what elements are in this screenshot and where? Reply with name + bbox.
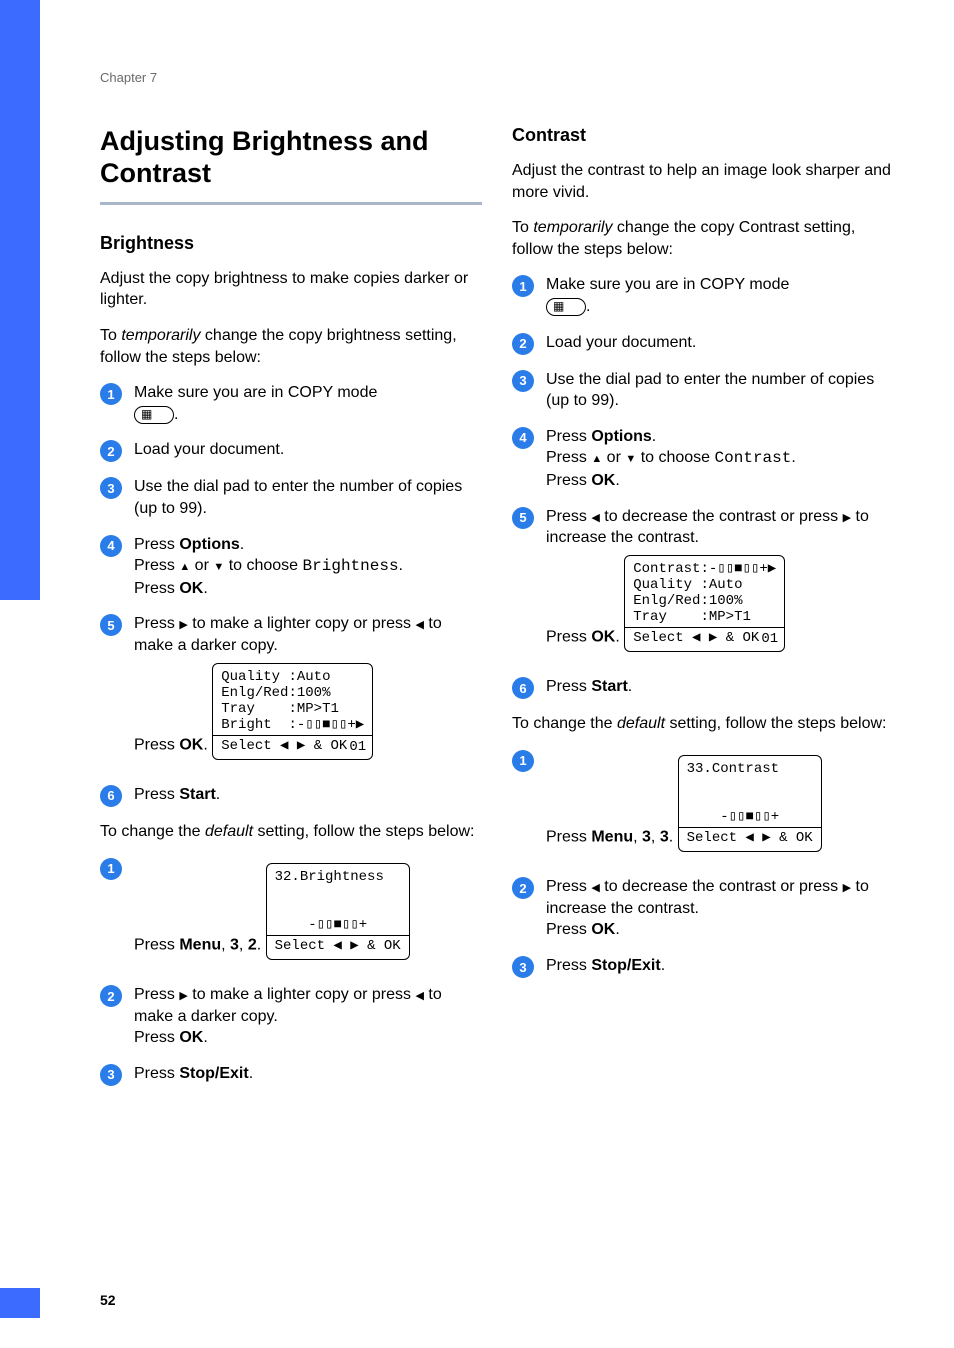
arrow-right-icon [843, 508, 851, 525]
arrow-left-icon [415, 615, 423, 632]
page-title: Adjusting Brightness and Contrast [100, 125, 482, 190]
right-column: Contrast Adjust the contrast to help an … [512, 125, 894, 1100]
arrow-left-icon [591, 508, 599, 525]
contrast-intro: Adjust the contrast to help an image loo… [512, 160, 894, 203]
title-rule [100, 202, 482, 205]
section-contrast: Contrast [512, 125, 894, 146]
side-tab [0, 0, 40, 600]
brightness-temp-step-6: 6 Press Start. [100, 784, 482, 807]
arrow-up-icon [179, 557, 190, 574]
brightness-temp-step-2: 2 Load your document. [100, 439, 482, 462]
brightness-default-step-2: 2 Press to make a lighter copy or press … [100, 984, 482, 1049]
section-brightness: Brightness [100, 233, 482, 254]
step-badge-3: 3 [512, 370, 534, 392]
contrast-temp-step-1: 1 Make sure you are in COPY mode . [512, 274, 894, 317]
contrast-temp-step-6: 6 Press Start. [512, 676, 894, 699]
two-column-layout: Adjusting Brightness and Contrast Bright… [100, 125, 894, 1100]
step-badge-2: 2 [512, 333, 534, 355]
step-badge-2: 2 [100, 440, 122, 462]
page-number: 52 [100, 1292, 116, 1308]
step-badge-5: 5 [100, 614, 122, 636]
brightness-temp-step-5: 5 Press to make a lighter copy or press … [100, 613, 482, 770]
contrast-default-step-1: 1 Press Menu, 3, 3. 33.Contrast -▯▯■▯▯+S… [512, 749, 894, 862]
contrast-temp-step-4: 4 Press Options. Press or to choose Cont… [512, 426, 894, 492]
arrow-down-icon [625, 449, 636, 466]
brightness-intro: Adjust the copy brightness to make copie… [100, 268, 482, 311]
brightness-temp-lead: To temporarily change the copy brightnes… [100, 325, 482, 368]
arrow-up-icon [591, 449, 602, 466]
step-badge-1: 1 [100, 383, 122, 405]
contrast-default-step-2: 2 Press to decrease the contrast or pres… [512, 876, 894, 941]
step-badge-1: 1 [512, 750, 534, 772]
lcd-brightness-default: 32.Brightness -▯▯■▯▯+Select ◀ ▶ & OK [266, 863, 410, 960]
arrow-right-icon [179, 615, 187, 632]
step-badge-3: 3 [100, 477, 122, 499]
lcd-brightness-temp: Quality :Auto Enlg/Red:100% Tray :MP>T1 … [212, 663, 373, 760]
brightness-default-step-1: 1 Press Menu, 3, 2. 32.Brightness -▯▯■▯▯… [100, 857, 482, 970]
arrow-right-icon [843, 878, 851, 895]
contrast-default-lead: To change the default setting, follow th… [512, 713, 894, 735]
left-column: Adjusting Brightness and Contrast Bright… [100, 125, 482, 1100]
contrast-temp-step-2: 2 Load your document. [512, 332, 894, 355]
brightness-temp-step-4: 4 Press Options. Press or to choose Brig… [100, 534, 482, 600]
side-tab-bottom [0, 1288, 40, 1318]
step-badge-3: 3 [100, 1064, 122, 1086]
arrow-down-icon [213, 557, 224, 574]
chapter-label: Chapter 7 [100, 70, 894, 85]
step-badge-4: 4 [100, 535, 122, 557]
lcd-contrast-default: 33.Contrast -▯▯■▯▯+Select ◀ ▶ & OK [678, 755, 822, 852]
page-body: Chapter 7 Adjusting Brightness and Contr… [0, 0, 954, 1140]
copy-mode-icon [134, 406, 174, 424]
step-badge-6: 6 [512, 677, 534, 699]
arrow-right-icon [179, 986, 187, 1003]
step-badge-1: 1 [100, 858, 122, 880]
lcd-contrast-temp: Contrast:-▯▯■▯▯+▶ Quality :Auto Enlg/Red… [624, 555, 785, 652]
brightness-default-lead: To change the default setting, follow th… [100, 821, 482, 843]
contrast-temp-step-3: 3 Use the dial pad to enter the number o… [512, 369, 894, 412]
step-badge-3: 3 [512, 956, 534, 978]
brightness-default-step-3: 3 Press Stop/Exit. [100, 1063, 482, 1086]
copy-mode-icon [546, 298, 586, 316]
contrast-temp-step-5: 5 Press to decrease the contrast or pres… [512, 506, 894, 663]
step-badge-4: 4 [512, 427, 534, 449]
brightness-temp-step-3: 3 Use the dial pad to enter the number o… [100, 476, 482, 519]
step-badge-5: 5 [512, 507, 534, 529]
step-badge-6: 6 [100, 785, 122, 807]
contrast-default-step-3: 3 Press Stop/Exit. [512, 955, 894, 978]
brightness-temp-step-1: 1 Make sure you are in COPY mode . [100, 382, 482, 425]
arrow-left-icon [415, 986, 423, 1003]
step-badge-1: 1 [512, 275, 534, 297]
step-badge-2: 2 [512, 877, 534, 899]
arrow-left-icon [591, 878, 599, 895]
contrast-temp-lead: To temporarily change the copy Contrast … [512, 217, 894, 260]
step-badge-2: 2 [100, 985, 122, 1007]
